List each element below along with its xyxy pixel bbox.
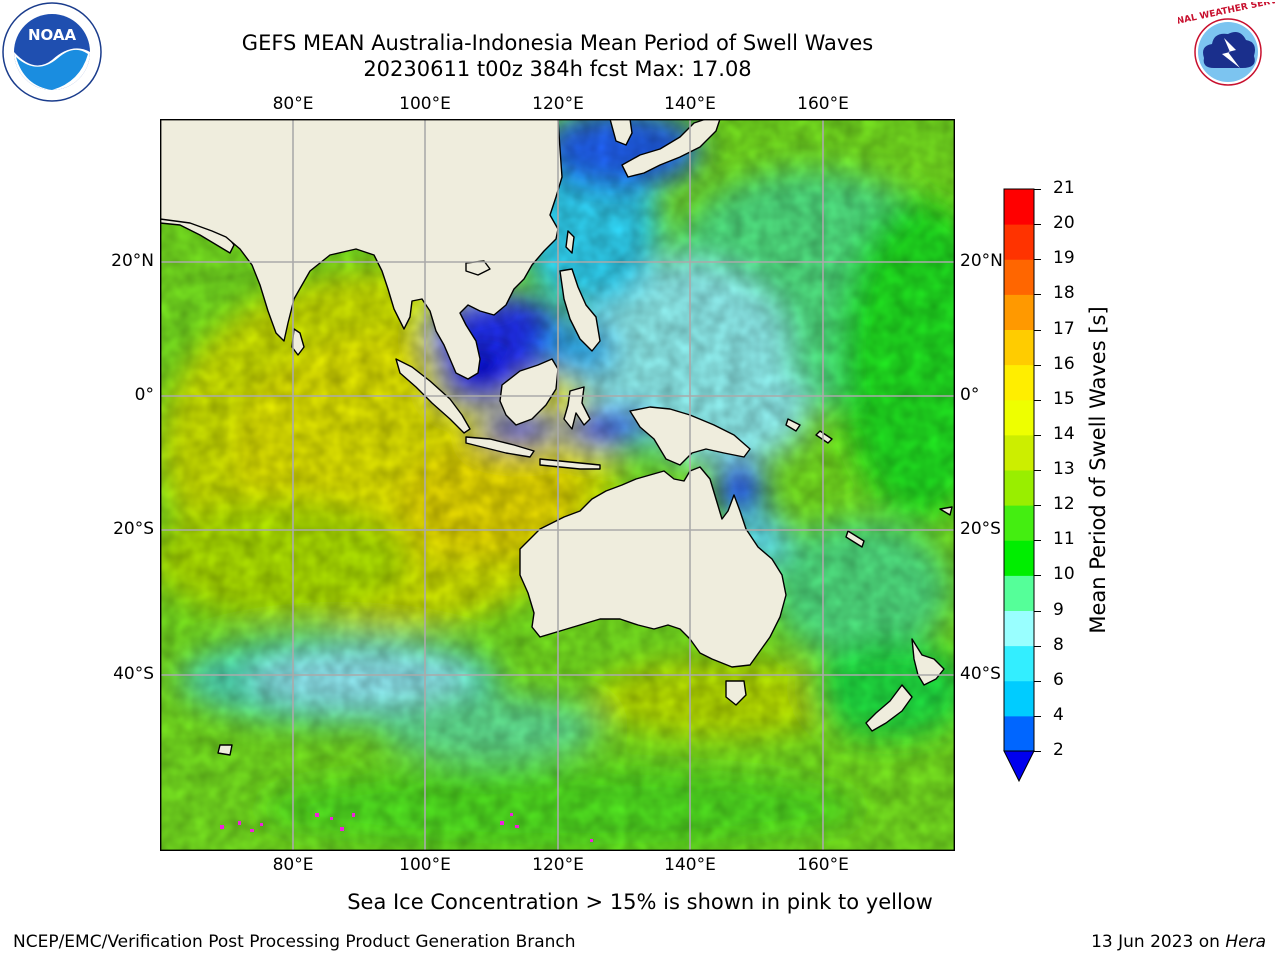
land-japan: [621, 118, 721, 178]
colorbar-tick-mark: [1034, 294, 1041, 296]
colorbar-tick-label: 16: [1053, 353, 1075, 374]
colorbar-title: Mean Period of Swell Waves [s]: [1086, 306, 1110, 634]
lon-label-bottom-140e: 140°E: [664, 855, 716, 875]
footer-host: Hera: [1225, 932, 1266, 952]
colorbar-tick-label: 11: [1053, 529, 1075, 550]
lat-label-left-20n: 20°N: [111, 251, 154, 271]
lon-label-top-100e: 100°E: [399, 94, 451, 114]
lat-label-right-20n: 20°N: [960, 251, 1003, 271]
swell-period-map: [150, 109, 1000, 851]
colorbar-tick-label: 21: [1053, 178, 1075, 198]
lon-label-bottom-100e: 100°E: [399, 855, 451, 875]
colorbar-band: [1004, 575, 1034, 611]
colorbar: [1000, 185, 1040, 785]
lat-label-right-0: 0°: [960, 385, 980, 405]
colorbar-band: [1004, 540, 1034, 576]
colorbar-tick-label: 14: [1053, 423, 1075, 444]
colorbar-tick-mark: [1034, 751, 1041, 752]
land-borneo: [499, 358, 559, 426]
colorbar-tick-mark: [1034, 399, 1041, 401]
colorbar-band: [1004, 434, 1034, 471]
graticule: [160, 119, 955, 851]
colorbar-tick-mark: [1034, 610, 1041, 612]
colorbar-band: [1004, 715, 1034, 752]
colorbar-band: [1004, 505, 1034, 541]
sea-ice-specks: [220, 813, 593, 842]
land-java: [465, 436, 535, 458]
map-subtitle: 20230611 t00z 384h fcst Max: 17.08: [363, 57, 752, 81]
colorbar-tick-mark: [1034, 329, 1041, 331]
colorbar-tick-label: 12: [1053, 494, 1075, 515]
colorbar-band: [1004, 680, 1034, 717]
colorbar-tick-mark: [1034, 434, 1041, 436]
lat-label-left-40s: 40°S: [113, 664, 154, 684]
footer-credit: NCEP/EMC/Verification Post Processing Pr…: [13, 932, 576, 952]
colorbar-tick-mark: [1034, 715, 1041, 717]
land-australia: [519, 466, 787, 668]
colorbar-tick-mark: [1034, 224, 1041, 226]
colorbar-tick-mark: [1034, 575, 1041, 577]
land-nz-north: [911, 638, 945, 686]
colorbar-tick-label: 2: [1053, 740, 1064, 760]
colorbar-tick-label: 9: [1053, 599, 1064, 620]
colorbar-extend-arrow: [1003, 750, 1035, 783]
colorbar-tick-mark: [1034, 259, 1041, 261]
colorbar-tick-label: 8: [1053, 634, 1064, 655]
colorbar-tick-label: 15: [1053, 388, 1075, 409]
footer-date: 13 Jun 2023 on Hera: [1091, 932, 1266, 952]
colorbar-tick-mark: [1034, 645, 1041, 647]
colorbar-band: [1004, 364, 1034, 401]
sea-ice-note-text: Sea Ice Concentration > 15% is shown in …: [347, 890, 933, 914]
colorbar-band: [1004, 399, 1034, 436]
colorbar-band: [1004, 189, 1034, 225]
colorbar-tick-mark: [1034, 680, 1041, 682]
colorbar-tick-label: 17: [1053, 318, 1075, 339]
land-nz-south: [865, 684, 913, 732]
lon-label-bottom-160e: 160°E: [797, 855, 849, 875]
land-asia: [159, 118, 563, 380]
map-frame: [159, 118, 955, 851]
lon-label-top-120e: 120°E: [532, 94, 584, 114]
colorbar-tick-label: 13: [1053, 459, 1075, 479]
colorbar-tick-label: 4: [1053, 704, 1064, 725]
lon-label-top-80e: 80°E: [272, 94, 314, 114]
noaa-logo-text: NOAA: [28, 26, 77, 44]
lon-label-top-160e: 160°E: [797, 94, 849, 114]
lon-label-top-140e: 140°E: [664, 94, 716, 114]
lat-label-left-0: 0°: [134, 385, 154, 405]
colorbar-band: [1004, 329, 1034, 366]
colorbar-tick-mark: [1034, 189, 1041, 190]
colorbar-tick-label: 6: [1053, 669, 1064, 690]
lon-label-bottom-80e: 80°E: [272, 855, 314, 875]
colorbar-band: [1004, 294, 1034, 330]
nws-logo: NATIONAL WEATHER SERVICE: [1146, 0, 1280, 102]
land-tasmania: [725, 680, 747, 706]
footer-date-text: 13 Jun 2023 on: [1091, 932, 1226, 952]
lat-label-right-40s: 40°S: [960, 664, 1001, 684]
map-title: GEFS MEAN Australia-Indonesia Mean Perio…: [241, 31, 874, 55]
colorbar-band: [1004, 470, 1034, 506]
landmasses: [159, 118, 953, 756]
colorbar-tick-label: 18: [1053, 283, 1075, 304]
land-taiwan: [565, 230, 575, 254]
lon-label-bottom-120e: 120°E: [532, 855, 584, 875]
land-sulawesi: [563, 386, 591, 430]
colorbar-band: [1004, 645, 1034, 682]
lat-label-right-20s: 20°S: [960, 519, 1001, 539]
colorbar-tick-label: 20: [1053, 213, 1075, 234]
colorbar-tick-mark: [1034, 540, 1041, 542]
colorbar-band: [1004, 610, 1034, 647]
colorbar-tick-mark: [1034, 505, 1041, 507]
colorbar-tick-label: 19: [1053, 248, 1075, 269]
land-lesser-sunda: [539, 458, 601, 470]
noaa-logo: NOAA: [2, 2, 102, 102]
colorbar-tick-label: 10: [1053, 564, 1075, 585]
land-philippines: [559, 268, 601, 352]
colorbar-tick-mark: [1034, 470, 1041, 471]
colorbar-band: [1004, 224, 1034, 260]
colorbar-tick-mark: [1034, 364, 1041, 366]
colorbar-band: [1004, 259, 1034, 295]
lat-label-left-20s: 20°S: [113, 519, 154, 539]
